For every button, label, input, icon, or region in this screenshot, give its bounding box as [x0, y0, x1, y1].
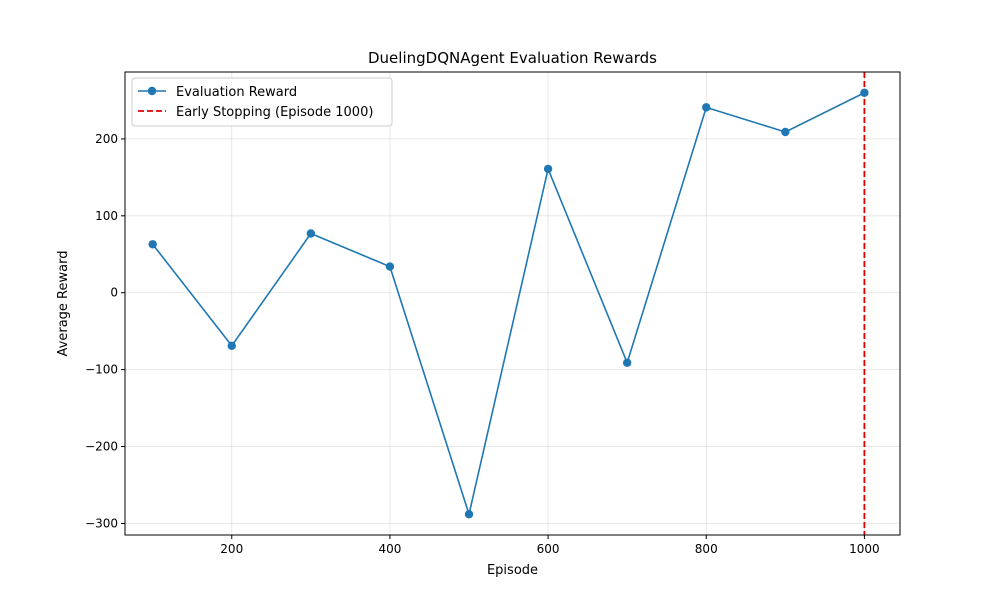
data-point-1000: [860, 88, 869, 97]
y-tick-label-100: 100: [95, 209, 118, 223]
data-point-800: [702, 103, 711, 112]
data-point-600: [543, 164, 553, 174]
series-line-0: [152, 92, 865, 516]
y-tick-label-0: 0: [110, 286, 118, 300]
legend-label-evaluation-reward: Evaluation Reward: [176, 85, 297, 100]
data-point-900: [781, 127, 790, 137]
series-layer: [148, 88, 869, 519]
y-axis-label: Average Reward: [56, 251, 71, 357]
y-tick-label--100: −100: [85, 363, 118, 377]
axis-ticks: 200 400 600 800 1000 −300 −200 −100 0 100 200: [85, 132, 880, 556]
grid: [125, 72, 900, 535]
y-tick-label--200: −200: [85, 440, 118, 454]
x-tick-label-600: 600: [537, 542, 560, 556]
legend-label-early-stopping: Early Stopping (Episode 1000): [176, 105, 373, 120]
data-point-500: [464, 510, 474, 519]
data-point-400: [385, 262, 395, 271]
x-tick-label-800: 800: [695, 542, 718, 556]
data-point-700: [622, 358, 632, 367]
x-tick-label-1000: 1000: [849, 542, 880, 556]
chart-title: DuelingDQNAgent Evaluation Rewards: [368, 49, 657, 67]
legend: Evaluation Reward Early Stopping (Episod…: [131, 77, 393, 127]
data-point-100: [148, 240, 157, 249]
x-tick-label-400: 400: [378, 542, 401, 556]
y-tick-label--300: −300: [85, 516, 118, 530]
data-point-300: [306, 229, 316, 238]
x-axis-label: Episode: [487, 563, 538, 578]
data-point-200: [227, 341, 236, 351]
plot-area-frame: [124, 71, 901, 536]
legend-box: [131, 77, 393, 127]
x-tick-label-200: 200: [220, 542, 243, 556]
y-tick-label-200: 200: [95, 132, 118, 146]
legend-marker-evaluation-reward: [147, 86, 157, 96]
